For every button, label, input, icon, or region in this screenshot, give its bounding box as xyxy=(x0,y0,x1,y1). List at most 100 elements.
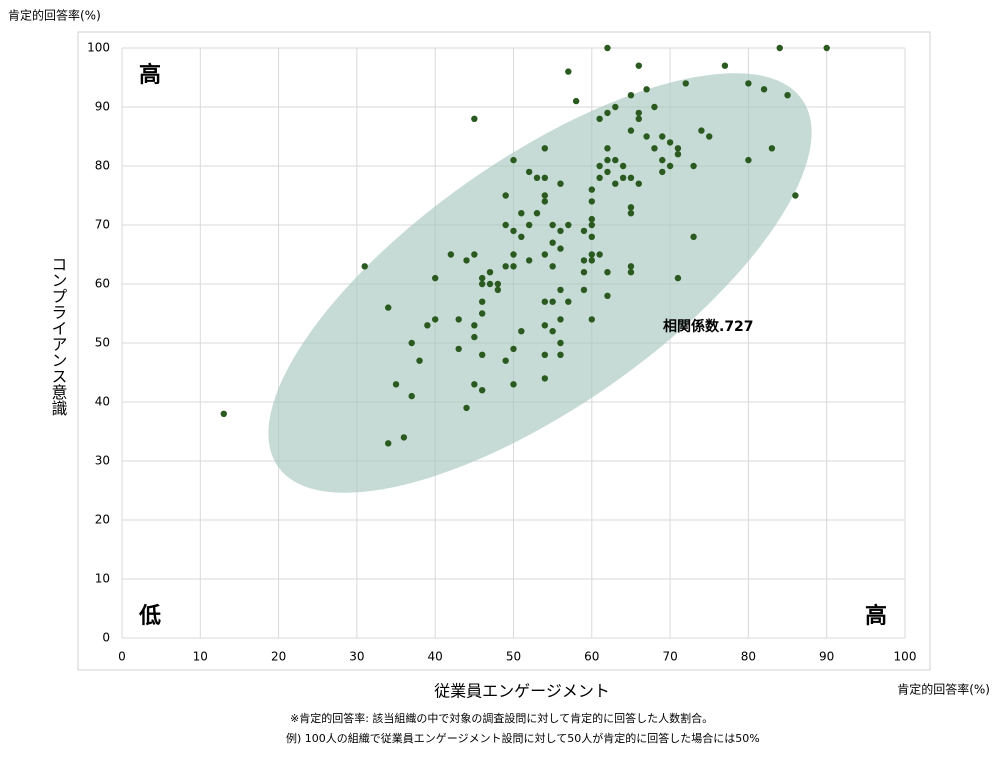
point xyxy=(604,109,611,117)
point xyxy=(471,381,478,388)
point xyxy=(432,316,439,323)
point xyxy=(565,221,572,229)
point xyxy=(455,345,462,353)
point xyxy=(588,186,595,193)
corner-label: 高 xyxy=(865,603,887,629)
x-axis-label: 従業員エンゲージメント xyxy=(434,682,610,701)
point xyxy=(635,62,642,69)
point xyxy=(541,351,549,358)
point xyxy=(471,333,478,341)
point xyxy=(478,298,486,305)
point xyxy=(502,357,509,364)
point xyxy=(666,139,674,146)
point xyxy=(721,62,729,69)
point xyxy=(518,210,525,217)
point xyxy=(674,151,682,158)
point xyxy=(471,322,478,329)
point xyxy=(627,269,635,276)
point xyxy=(627,204,635,211)
point xyxy=(541,322,549,329)
point xyxy=(541,174,549,181)
point xyxy=(557,339,564,347)
point xyxy=(588,198,595,205)
point xyxy=(486,280,494,288)
point xyxy=(690,162,697,170)
point xyxy=(612,180,619,187)
point xyxy=(478,274,486,282)
point xyxy=(494,280,502,288)
point xyxy=(580,227,588,235)
footnote: ※肯定的回答率: 該当組織の中で対象の調査設問に対して肯定的に回答した人数割合。 xyxy=(290,711,713,725)
point xyxy=(565,68,572,75)
point xyxy=(823,44,830,52)
point xyxy=(588,257,595,264)
point xyxy=(502,221,509,229)
corner-label: 高 xyxy=(139,62,161,88)
plot-frame xyxy=(77,31,931,671)
point xyxy=(502,263,509,270)
point xyxy=(612,103,619,111)
point xyxy=(471,115,478,123)
y-tick-label: 20 xyxy=(95,513,110,527)
point xyxy=(510,263,517,270)
point xyxy=(604,269,611,276)
point xyxy=(635,109,642,117)
point xyxy=(541,145,549,152)
point xyxy=(432,274,439,282)
point xyxy=(392,381,400,388)
y-tick-label: 100 xyxy=(87,41,110,55)
point xyxy=(463,257,470,264)
point xyxy=(745,156,752,164)
point xyxy=(541,298,549,305)
point xyxy=(666,162,674,170)
point xyxy=(604,156,611,164)
x-tick-label: 10 xyxy=(193,650,208,664)
point xyxy=(776,44,783,52)
point xyxy=(565,298,572,305)
y-unit-label: 肯定的回答率(%) xyxy=(8,8,101,23)
point xyxy=(580,269,588,276)
y-tick-label: 40 xyxy=(95,395,110,409)
x-tick-label: 40 xyxy=(428,650,443,664)
y-tick-label: 70 xyxy=(95,218,110,232)
point xyxy=(549,263,556,270)
point xyxy=(478,351,486,358)
point xyxy=(784,92,791,99)
point xyxy=(533,210,541,217)
y-tick-label: 60 xyxy=(95,277,110,291)
point xyxy=(604,292,611,299)
point xyxy=(408,392,415,400)
point xyxy=(557,227,564,235)
x-tick-label: 90 xyxy=(819,650,834,664)
point xyxy=(541,192,549,199)
x-tick-label: 70 xyxy=(662,650,677,664)
point xyxy=(682,80,689,87)
x-tick-label: 30 xyxy=(349,650,364,664)
point xyxy=(510,381,517,388)
point xyxy=(690,233,697,240)
point xyxy=(619,162,627,170)
point xyxy=(612,156,619,164)
x-tick-label: 60 xyxy=(584,650,599,664)
point xyxy=(525,221,533,229)
point xyxy=(416,357,423,364)
x-tick-label: 80 xyxy=(741,650,756,664)
y-tick-label: 90 xyxy=(95,100,110,114)
y-tick-label: 10 xyxy=(95,572,110,586)
point xyxy=(659,156,666,164)
point xyxy=(745,80,752,87)
point xyxy=(572,97,580,105)
point xyxy=(385,304,392,311)
point xyxy=(698,127,705,134)
point xyxy=(510,251,517,258)
point xyxy=(486,269,494,276)
x-tick-label: 0 xyxy=(118,650,126,664)
point xyxy=(525,257,533,264)
point xyxy=(541,375,549,382)
point xyxy=(525,168,533,176)
point xyxy=(478,387,486,394)
point xyxy=(424,322,431,329)
point xyxy=(596,251,603,258)
